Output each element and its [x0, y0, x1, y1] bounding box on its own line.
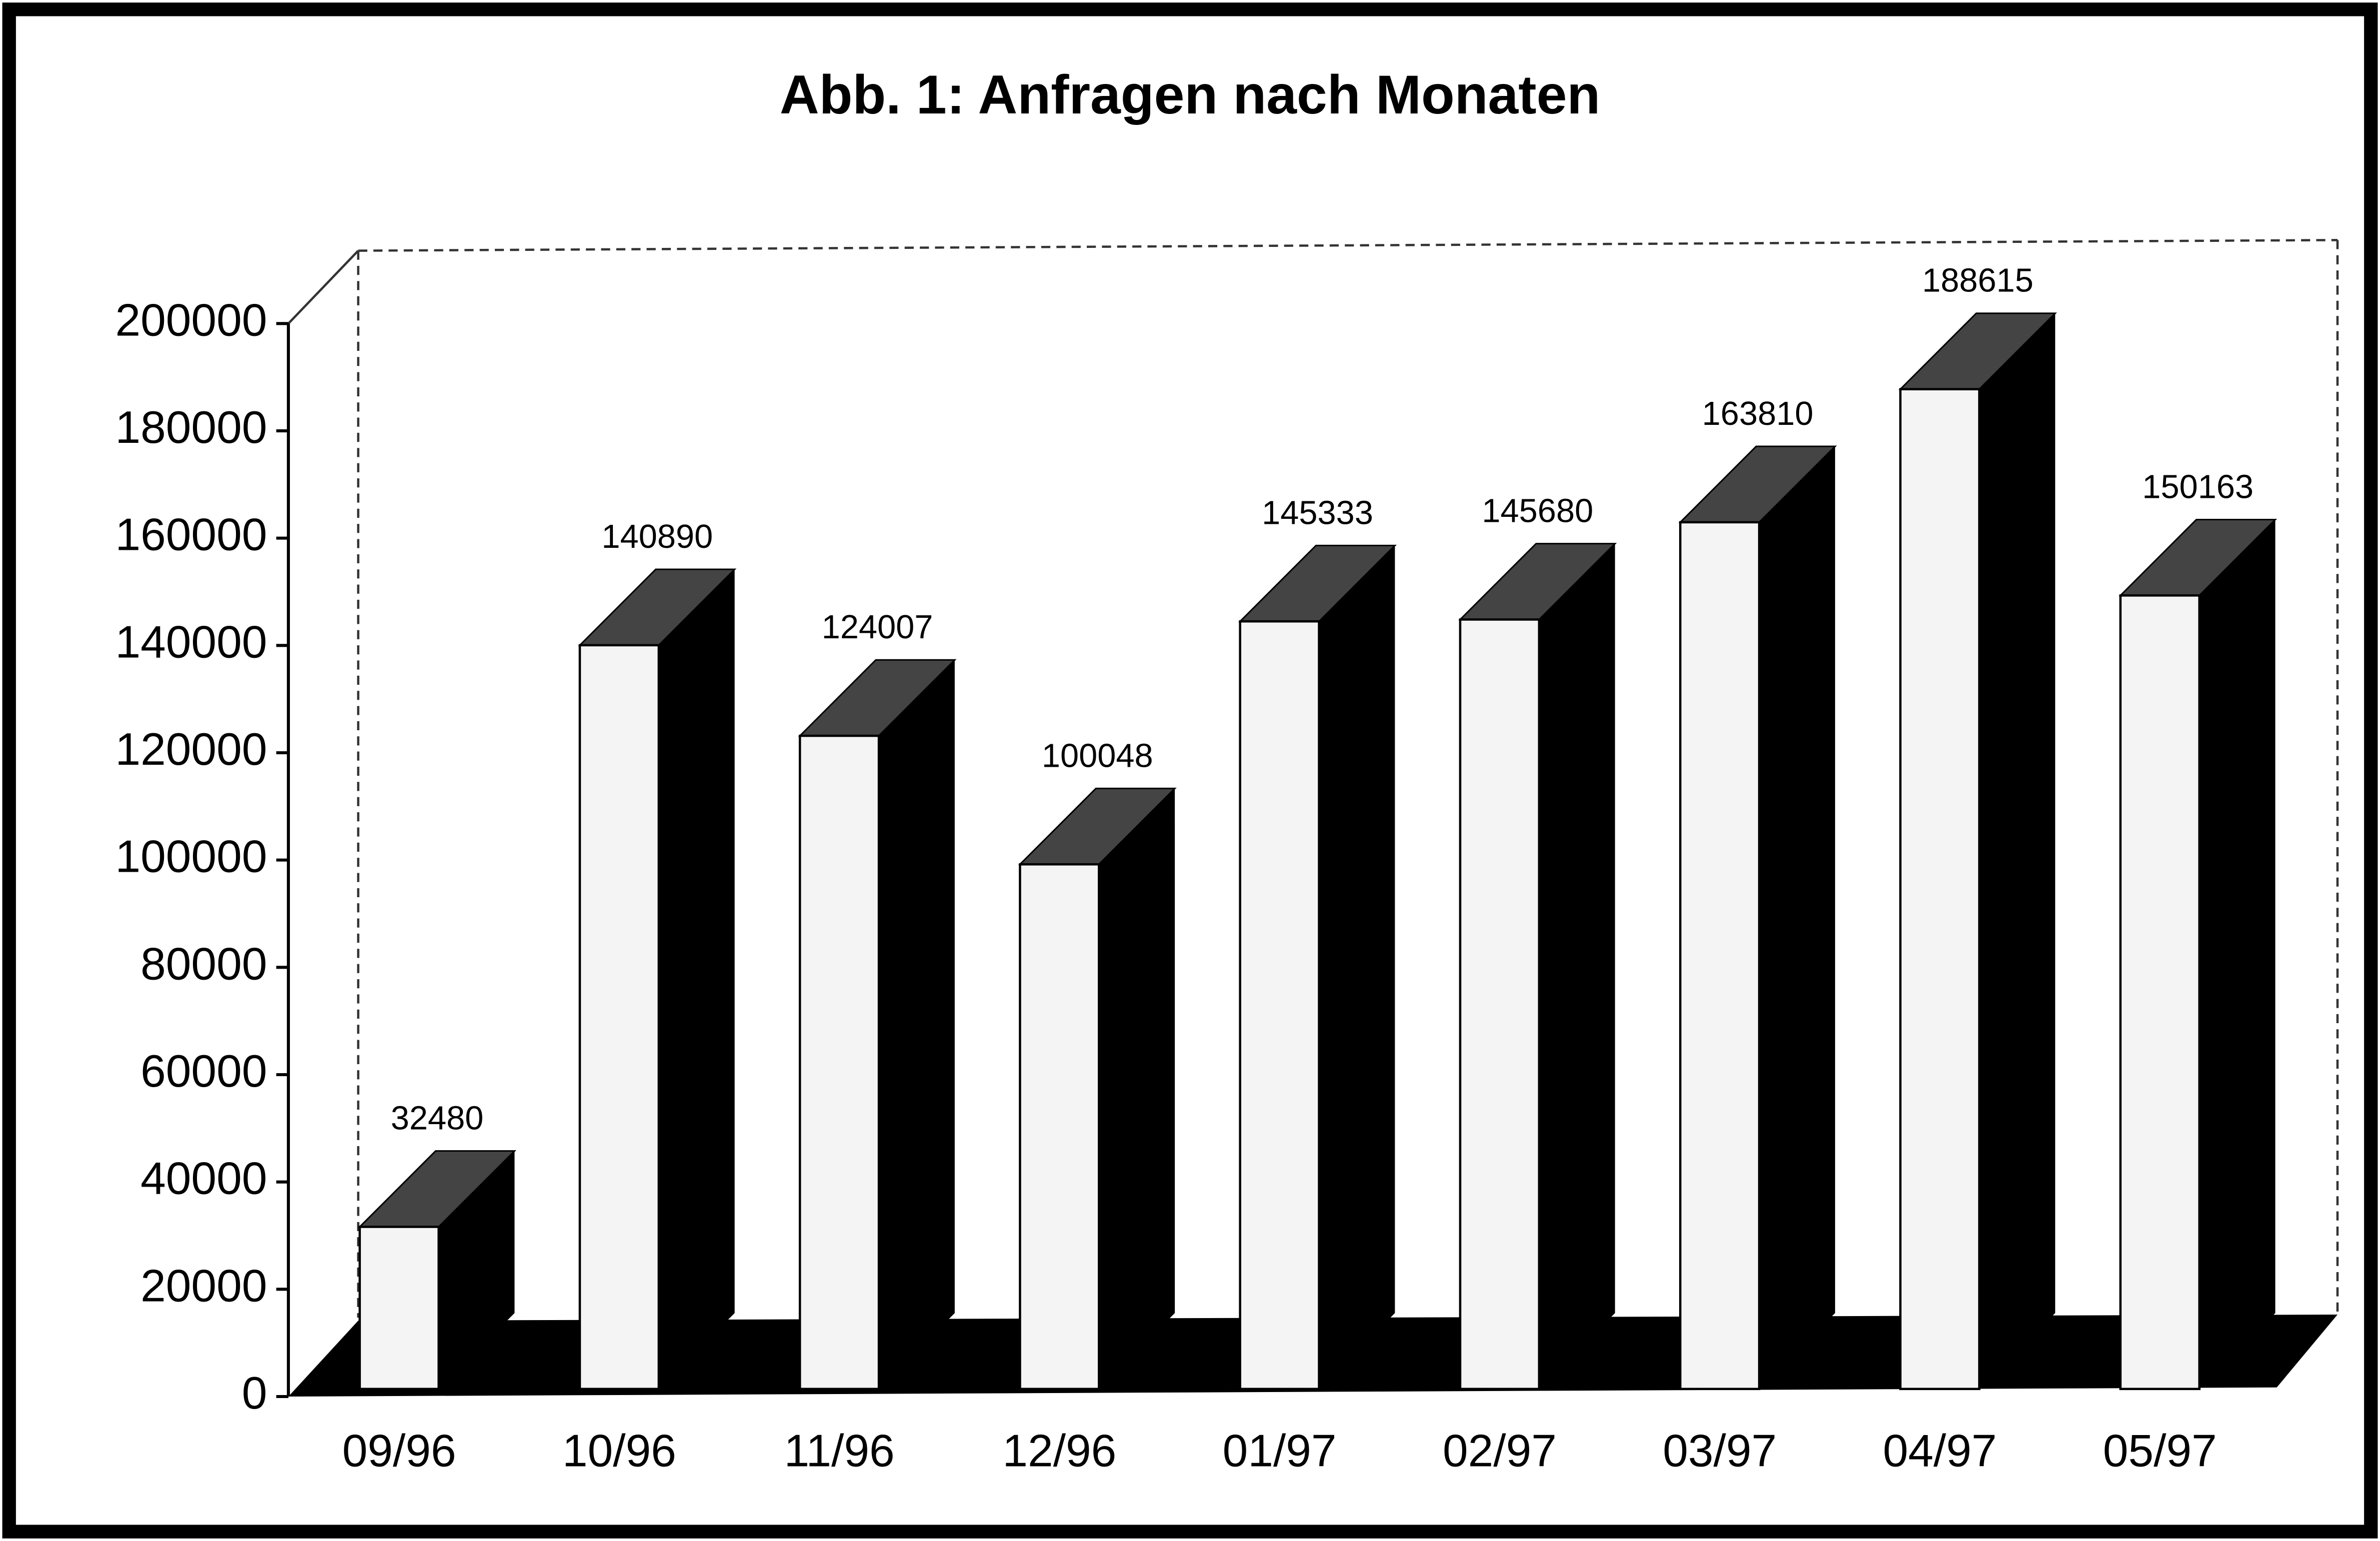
data-label: 150163 — [2142, 468, 2254, 505]
y-tick-label: 60000 — [140, 1046, 267, 1097]
data-label: 140890 — [601, 518, 713, 555]
bar-side — [438, 1151, 515, 1389]
y-tick-label: 160000 — [115, 510, 267, 560]
data-label: 124007 — [822, 609, 933, 646]
y-tick-label: 100000 — [115, 832, 267, 882]
bar-side — [1319, 545, 1395, 1389]
bar — [1019, 863, 1100, 1391]
chart-title: Abb. 1: Anfragen nach Monaten — [780, 64, 1601, 125]
data-label: 145680 — [1482, 493, 1593, 530]
y-tick-label: 20000 — [140, 1261, 267, 1311]
bar — [798, 734, 880, 1391]
x-tick-label: 04/97 — [1883, 1426, 1997, 1476]
x-tick-label: 05/97 — [2103, 1426, 2217, 1476]
bar — [1679, 521, 1761, 1391]
x-tick-label: 03/97 — [1663, 1426, 1777, 1476]
y-tick-label: 80000 — [140, 939, 267, 989]
x-tick-label: 10/96 — [562, 1426, 676, 1476]
y-tick-label: 0 — [242, 1368, 267, 1419]
bar — [358, 1226, 440, 1391]
bar — [1239, 620, 1320, 1391]
x-tick-label: 09/96 — [342, 1426, 456, 1476]
data-label: 32480 — [391, 1100, 484, 1137]
side-wall-top — [287, 249, 359, 324]
y-tick-label: 200000 — [115, 295, 267, 345]
x-tick-label: 11/96 — [784, 1426, 895, 1476]
y-tick-label: 120000 — [115, 724, 267, 775]
bar-side — [2199, 519, 2276, 1389]
x-tick-label: 02/97 — [1443, 1426, 1557, 1476]
bar — [578, 644, 660, 1391]
bar-side — [1979, 313, 2056, 1389]
y-tick-label: 40000 — [140, 1154, 267, 1204]
bar-side — [1759, 446, 1835, 1389]
x-tick-label: 01/97 — [1223, 1426, 1337, 1476]
bar — [1459, 618, 1541, 1391]
bar — [2119, 594, 2201, 1391]
bar — [1899, 388, 1981, 1391]
bar-side — [1539, 543, 1615, 1389]
bar-side — [879, 660, 955, 1389]
data-label: 163810 — [1702, 395, 1814, 432]
x-tick-label: 12/96 — [1002, 1426, 1116, 1476]
back-wall-top — [358, 239, 2338, 252]
y-tick-label: 180000 — [115, 402, 267, 453]
data-label: 145333 — [1262, 494, 1373, 531]
y-tick-label: 140000 — [115, 617, 267, 667]
data-label: 188615 — [1922, 262, 2034, 299]
bar-side — [658, 569, 735, 1389]
data-label: 100048 — [1042, 737, 1153, 774]
bar-side — [1099, 788, 1175, 1389]
